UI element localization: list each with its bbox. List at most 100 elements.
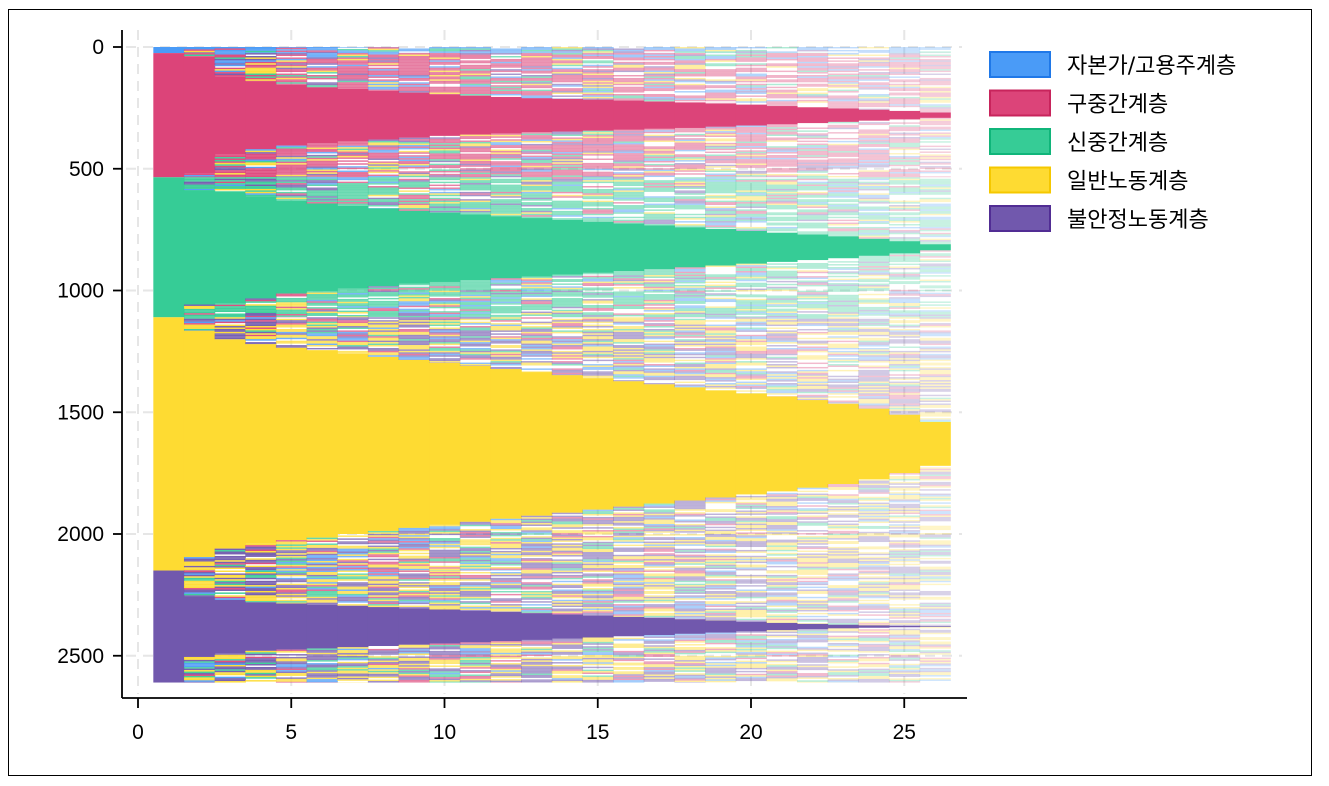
state-segment [613, 345, 645, 347]
state-segment [643, 296, 675, 299]
state-segment [735, 184, 767, 187]
state-segment [551, 210, 584, 213]
state-segment [398, 573, 430, 575]
state-segment [582, 554, 614, 557]
state-segment [858, 331, 890, 334]
state-segment [827, 205, 859, 207]
state-segment [827, 212, 859, 214]
state-segment [919, 129, 951, 132]
state-segment [306, 70, 338, 73]
state-segment [459, 552, 492, 554]
state-segment [888, 104, 921, 106]
state-segment [827, 320, 859, 322]
state-segment [827, 75, 859, 77]
state-segment [459, 649, 492, 652]
state-segment [183, 180, 216, 182]
state-segment [337, 324, 369, 327]
state-segment [551, 302, 584, 304]
state-segment [521, 333, 553, 335]
state-segment [521, 339, 553, 341]
state-segment [796, 377, 829, 379]
state-segment [490, 608, 522, 610]
state-segment [367, 585, 400, 587]
state-segment [459, 160, 492, 163]
state-segment [490, 356, 522, 359]
state-block [705, 620, 737, 633]
state-segment [429, 576, 461, 578]
state-segment [490, 586, 522, 589]
state-segment [919, 350, 951, 353]
state-segment [582, 299, 614, 301]
state-segment [766, 375, 798, 378]
state-segment [858, 255, 890, 258]
state-segment [551, 647, 584, 649]
state-block [674, 102, 706, 128]
state-segment [705, 315, 737, 317]
state-segment [275, 593, 308, 596]
state-segment [858, 132, 890, 134]
state-segment [551, 133, 584, 135]
state-segment [459, 85, 492, 87]
state-segment [214, 158, 246, 160]
state-segment [214, 61, 246, 64]
state-segment [429, 346, 461, 348]
state-segment [674, 51, 706, 53]
state-segment [214, 164, 246, 166]
state-segment [582, 210, 614, 213]
state-segment [919, 554, 951, 557]
state-segment [490, 146, 522, 149]
state-segment [337, 347, 369, 350]
state-segment [674, 197, 706, 200]
state-segment [766, 263, 798, 265]
state-segment [275, 577, 308, 580]
state-segment [306, 658, 338, 661]
state-segment [766, 80, 798, 83]
state-segment [796, 58, 829, 61]
state-segment [490, 364, 522, 366]
state-block [490, 611, 522, 642]
state-segment [214, 573, 246, 575]
state-segment [459, 539, 492, 541]
state-segment [858, 561, 890, 563]
state-segment [919, 486, 951, 488]
state-segment [827, 155, 859, 157]
state-segment [705, 531, 737, 533]
state-segment [705, 60, 737, 62]
state-segment [735, 151, 767, 154]
state-segment [705, 70, 737, 73]
state-segment [459, 291, 492, 294]
state-segment [306, 301, 338, 303]
state-segment [582, 541, 614, 544]
state-segment [827, 137, 859, 140]
state-segment [398, 331, 430, 334]
state-segment [674, 327, 706, 329]
state-segment [521, 601, 553, 603]
state-segment [245, 72, 277, 74]
state-segment [521, 60, 553, 62]
state-segment [643, 54, 675, 57]
state-segment [490, 644, 522, 646]
state-segment [306, 299, 338, 302]
state-segment [796, 191, 829, 194]
state-segment [919, 256, 951, 258]
state-segment [858, 228, 890, 230]
state-segment [613, 374, 645, 376]
state-block [306, 350, 338, 538]
state-segment [367, 327, 400, 329]
state-segment [521, 337, 553, 340]
state-segment [613, 202, 645, 204]
state-segment [643, 48, 675, 50]
state-segment [919, 181, 951, 184]
state-segment [827, 378, 859, 381]
state-segment [643, 554, 675, 557]
state-segment [705, 92, 737, 94]
state-segment [337, 320, 369, 322]
state-segment [919, 506, 951, 509]
state-segment [735, 374, 767, 376]
state-segment [183, 320, 216, 322]
state-segment [337, 339, 369, 341]
state-segment [551, 188, 584, 191]
state-segment [459, 310, 492, 313]
state-segment [398, 162, 430, 165]
state-segment [521, 537, 553, 540]
